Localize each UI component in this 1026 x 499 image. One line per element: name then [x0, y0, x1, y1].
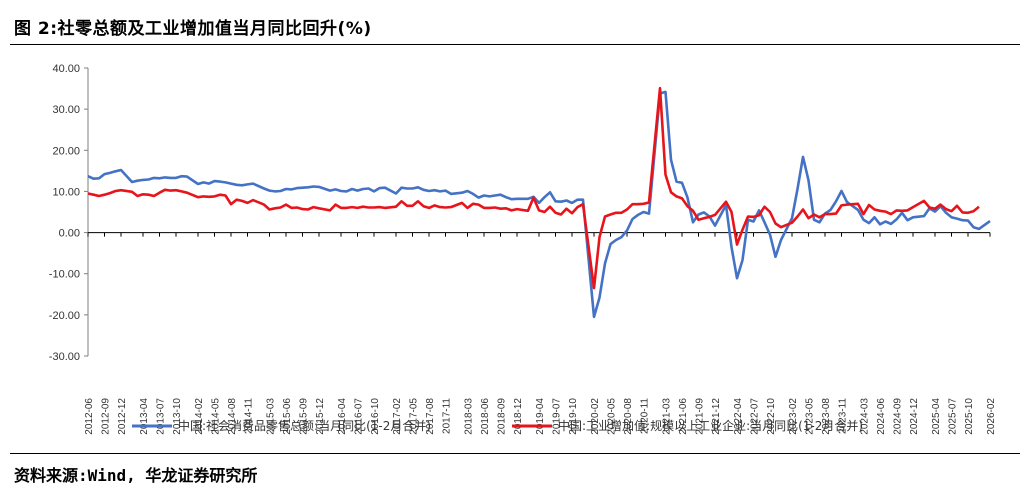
- x-tick-label: 2017-02: [392, 398, 403, 435]
- x-tick-label: 2020-08: [623, 398, 634, 435]
- series-line-industrial-output: [87, 86, 980, 290]
- y-tick-label: 30.00: [52, 104, 80, 116]
- x-tick-label: 2021-06: [678, 398, 689, 435]
- x-tick-label: 2015-09: [299, 398, 310, 435]
- x-tick-label: 2018-12: [513, 398, 524, 435]
- x-tick-label: 2025-10: [964, 398, 975, 435]
- x-axis: 2012-06 2012-09 2012-12 2013-04 2013-07 2013-…: [84, 232, 997, 435]
- x-tick-label: 2024-09: [893, 398, 904, 435]
- x-tick-label: 2022-07: [750, 398, 761, 435]
- title-rule: [10, 44, 1020, 45]
- line-chart: 40.00 30.00 20.00 10.00 0.00 -10.00 -20.00 -30.…: [49, 63, 997, 435]
- x-tick-label: 2024-03: [860, 398, 871, 435]
- x-tick-label: 2015-03: [266, 398, 277, 435]
- x-tick-label: 2017-08: [425, 398, 436, 435]
- x-tick-label: 2021-03: [662, 398, 673, 435]
- x-tick-label: 2022-10: [766, 398, 777, 435]
- x-tick-label: 2024-12: [909, 398, 920, 435]
- x-tick-label: 2021-09: [695, 398, 706, 435]
- x-tick-label: 2017-11: [442, 398, 453, 434]
- x-tick-label: 2012-09: [101, 398, 112, 435]
- x-tick-label: 2019-10: [568, 398, 579, 435]
- x-tick-label: 2018-03: [464, 398, 475, 435]
- source-rule: [10, 453, 1020, 454]
- x-tick-label: 2019-04: [535, 398, 546, 435]
- x-tick-label: 2020-02: [590, 398, 601, 435]
- y-tick-label: 40.00: [52, 63, 80, 75]
- x-tick-label: 2017-05: [409, 398, 420, 435]
- x-tick-label: 2022-04: [733, 398, 744, 435]
- x-tick-label: 2019-07: [552, 398, 563, 435]
- source-note: 资料来源:Wind, 华龙证券研究所: [14, 466, 258, 485]
- x-tick-label: 2014-02: [194, 398, 205, 435]
- x-tick-label: 2023-11: [838, 398, 849, 434]
- y-tick-label: 10.00: [52, 186, 80, 198]
- y-tick-label: 0.00: [59, 228, 80, 240]
- x-tick-label: 2014-05: [211, 398, 222, 435]
- series-line-retail-sales: [87, 90, 991, 319]
- x-tick-label: 2013-04: [139, 398, 150, 435]
- x-tick-label: 2014-08: [227, 398, 238, 435]
- x-tick-label: 2015-12: [315, 398, 326, 435]
- y-tick-label: -30.00: [49, 351, 80, 363]
- x-tick-label: 2013-07: [156, 398, 167, 435]
- legend: 中国:社会消费品零售总额:当月同比(1-2月合并) 中国:工业增加值:规模以上工业…: [132, 418, 863, 433]
- x-tick-label: 2025-07: [948, 398, 959, 435]
- y-tick-label: -10.00: [49, 269, 80, 281]
- x-tick-label: 2014-11: [244, 398, 255, 434]
- x-tick-label: 2013-10: [172, 398, 183, 435]
- x-tick-label: 2020-11: [640, 398, 651, 434]
- x-tick-label: 2016-04: [337, 398, 348, 435]
- x-tick-label: 2020-05: [607, 398, 618, 435]
- x-tick-label: 2023-08: [821, 398, 832, 435]
- x-tick-label: 2012-12: [117, 398, 128, 435]
- y-tick-label: -20.00: [49, 310, 80, 322]
- x-tick-label: 2021-12: [711, 398, 722, 435]
- x-tick-label: 2018-06: [480, 398, 491, 435]
- x-tick-label: 2016-10: [370, 398, 381, 435]
- legend-label: 中国:工业增加值:规模以上工业企业:当月同比(1-2月合并): [558, 418, 863, 433]
- x-tick-label: 2015-06: [282, 398, 293, 435]
- x-tick-label: 2016-07: [354, 398, 365, 435]
- figure-title: 图 2:社零总额及工业增加值当月同比回升(%): [14, 19, 372, 39]
- x-tick-label: 2024-06: [876, 398, 887, 435]
- y-tick-label: 20.00: [52, 145, 80, 157]
- y-axis: 40.00 30.00 20.00 10.00 0.00 -10.00 -20.00 -30.…: [49, 63, 89, 363]
- x-tick-label: 2025-04: [931, 398, 942, 435]
- legend-label: 中国:社会消费品零售总额:当月同比(1-2月合并): [178, 418, 431, 433]
- x-tick-label: 2023-02: [788, 398, 799, 435]
- x-tick-label: 2023-05: [805, 398, 816, 435]
- x-tick-label: 2012-06: [84, 398, 95, 435]
- x-tick-label: 2026-02: [986, 398, 997, 435]
- series-layer: [87, 86, 991, 319]
- x-tick-label: 2018-09: [497, 398, 508, 435]
